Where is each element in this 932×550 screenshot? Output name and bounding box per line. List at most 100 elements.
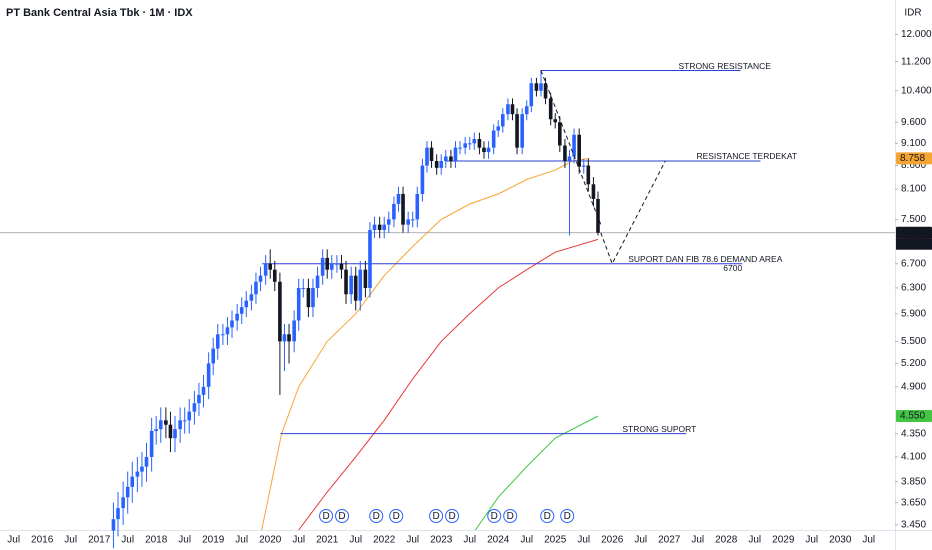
x-tick-label: 2024: [487, 535, 510, 546]
candle-body: [301, 287, 306, 289]
candle-body: [349, 275, 353, 295]
candle-body: [335, 263, 339, 265]
x-tick-label: 2020: [259, 535, 282, 546]
x-tick-label: 2018: [145, 535, 168, 546]
ma-badge-label: 8.758: [900, 153, 925, 164]
x-tick-label: 2026: [601, 535, 624, 546]
candle-body: [272, 269, 277, 282]
candle-body: [415, 193, 420, 220]
candle-body: [368, 230, 372, 288]
candle-body: [315, 275, 320, 288]
candle-body: [111, 519, 116, 531]
candle-body: [344, 269, 348, 295]
dividend-label: D: [373, 511, 380, 522]
dividend-marker: [445, 509, 460, 523]
current-price-badge: [896, 226, 932, 239]
x-tick-label: Jul: [292, 535, 305, 546]
candle-body: [515, 114, 519, 148]
level-label: RESISTANCE TERDEKAT: [696, 151, 797, 161]
candle-body: [221, 334, 225, 336]
x-tick-label: Jul: [406, 535, 419, 546]
candle-body: [278, 281, 282, 342]
y-tick-label: 3.450: [901, 519, 926, 530]
candle-body: [178, 420, 182, 430]
candle-body: [258, 275, 263, 282]
y-tick-label: 3.850: [901, 476, 926, 487]
x-tick-label: Jul: [748, 535, 761, 546]
candle-body: [197, 394, 201, 404]
candle-body: [230, 320, 234, 328]
level-value-label: 6700: [723, 263, 742, 273]
candle-body: [482, 147, 486, 153]
x-tick-label: 2023: [430, 535, 453, 546]
x-tick-label: Jul: [463, 535, 476, 546]
dividend-marker: [319, 509, 334, 523]
candle-body: [306, 287, 311, 308]
y-tick-label: 9.600: [901, 117, 926, 128]
candle-body: [439, 160, 444, 168]
candle-body: [158, 420, 163, 430]
x-tick-label: Jul: [7, 535, 20, 546]
y-tick-label: 4.350: [901, 428, 926, 439]
y-tick-label: 8.100: [901, 184, 926, 195]
y-tick-label: 4.100: [901, 452, 926, 463]
dividend-marker: [369, 509, 384, 523]
candle-body: [520, 114, 524, 148]
dividend-marker: [487, 509, 502, 523]
candle-body: [581, 165, 586, 167]
x-tick-label: 2019: [202, 535, 225, 546]
candle-body: [296, 287, 301, 321]
candle-body: [192, 403, 197, 412]
candle-body: [500, 114, 505, 127]
candle-body: [453, 147, 458, 161]
y-tick-label: 8.600: [901, 160, 926, 171]
candle-body: [244, 300, 249, 308]
candle-body: [449, 156, 453, 161]
dividend-label: D: [448, 511, 455, 522]
candle-body: [539, 83, 543, 91]
candle-body: [187, 411, 192, 421]
candle-body: [429, 147, 434, 161]
candle-body: [164, 420, 168, 425]
x-tick-label: Jul: [520, 535, 533, 546]
candle-body: [215, 334, 220, 349]
candle-body: [372, 224, 377, 231]
candle-body: [292, 320, 296, 342]
dividend-label: D: [432, 511, 439, 522]
level-label: STRONG SUPORT: [622, 424, 696, 434]
candle-body: [586, 165, 591, 185]
candle-body: [596, 198, 600, 233]
candle-body: [254, 281, 258, 295]
candle-body: [434, 160, 439, 168]
candle-body: [211, 348, 216, 364]
candle-body: [486, 147, 491, 153]
dividend-label: D: [564, 511, 571, 522]
dividend-marker: [540, 509, 555, 523]
candle-body: [125, 486, 130, 498]
candle-body: [396, 193, 401, 204]
level-label: STRONG RESISTANCE: [679, 61, 772, 71]
candle-body: [235, 313, 239, 321]
candle-body: [225, 327, 230, 335]
candle-body: [173, 429, 177, 439]
candle-body: [130, 476, 135, 487]
candle-body: [563, 145, 567, 161]
countdown-label: 15d 20h: [898, 239, 932, 250]
x-tick-label: 2025: [544, 535, 567, 546]
dividend-marker: [335, 509, 350, 523]
y-tick-label: 5.200: [901, 358, 926, 369]
dividend-marker: [503, 509, 518, 523]
y-tick-label: 11.200: [901, 56, 931, 67]
candle-body: [121, 497, 125, 509]
y-tick-label: 5.500: [901, 336, 926, 347]
candle-body: [149, 430, 154, 457]
current-price-badge-label: 7.250: [900, 227, 925, 238]
candle-body: [239, 307, 244, 314]
candle-body: [524, 106, 529, 115]
candle-body: [420, 165, 425, 194]
candle-body: [168, 424, 173, 439]
candle-body: [506, 104, 510, 115]
x-tick-label: Jul: [805, 535, 818, 546]
